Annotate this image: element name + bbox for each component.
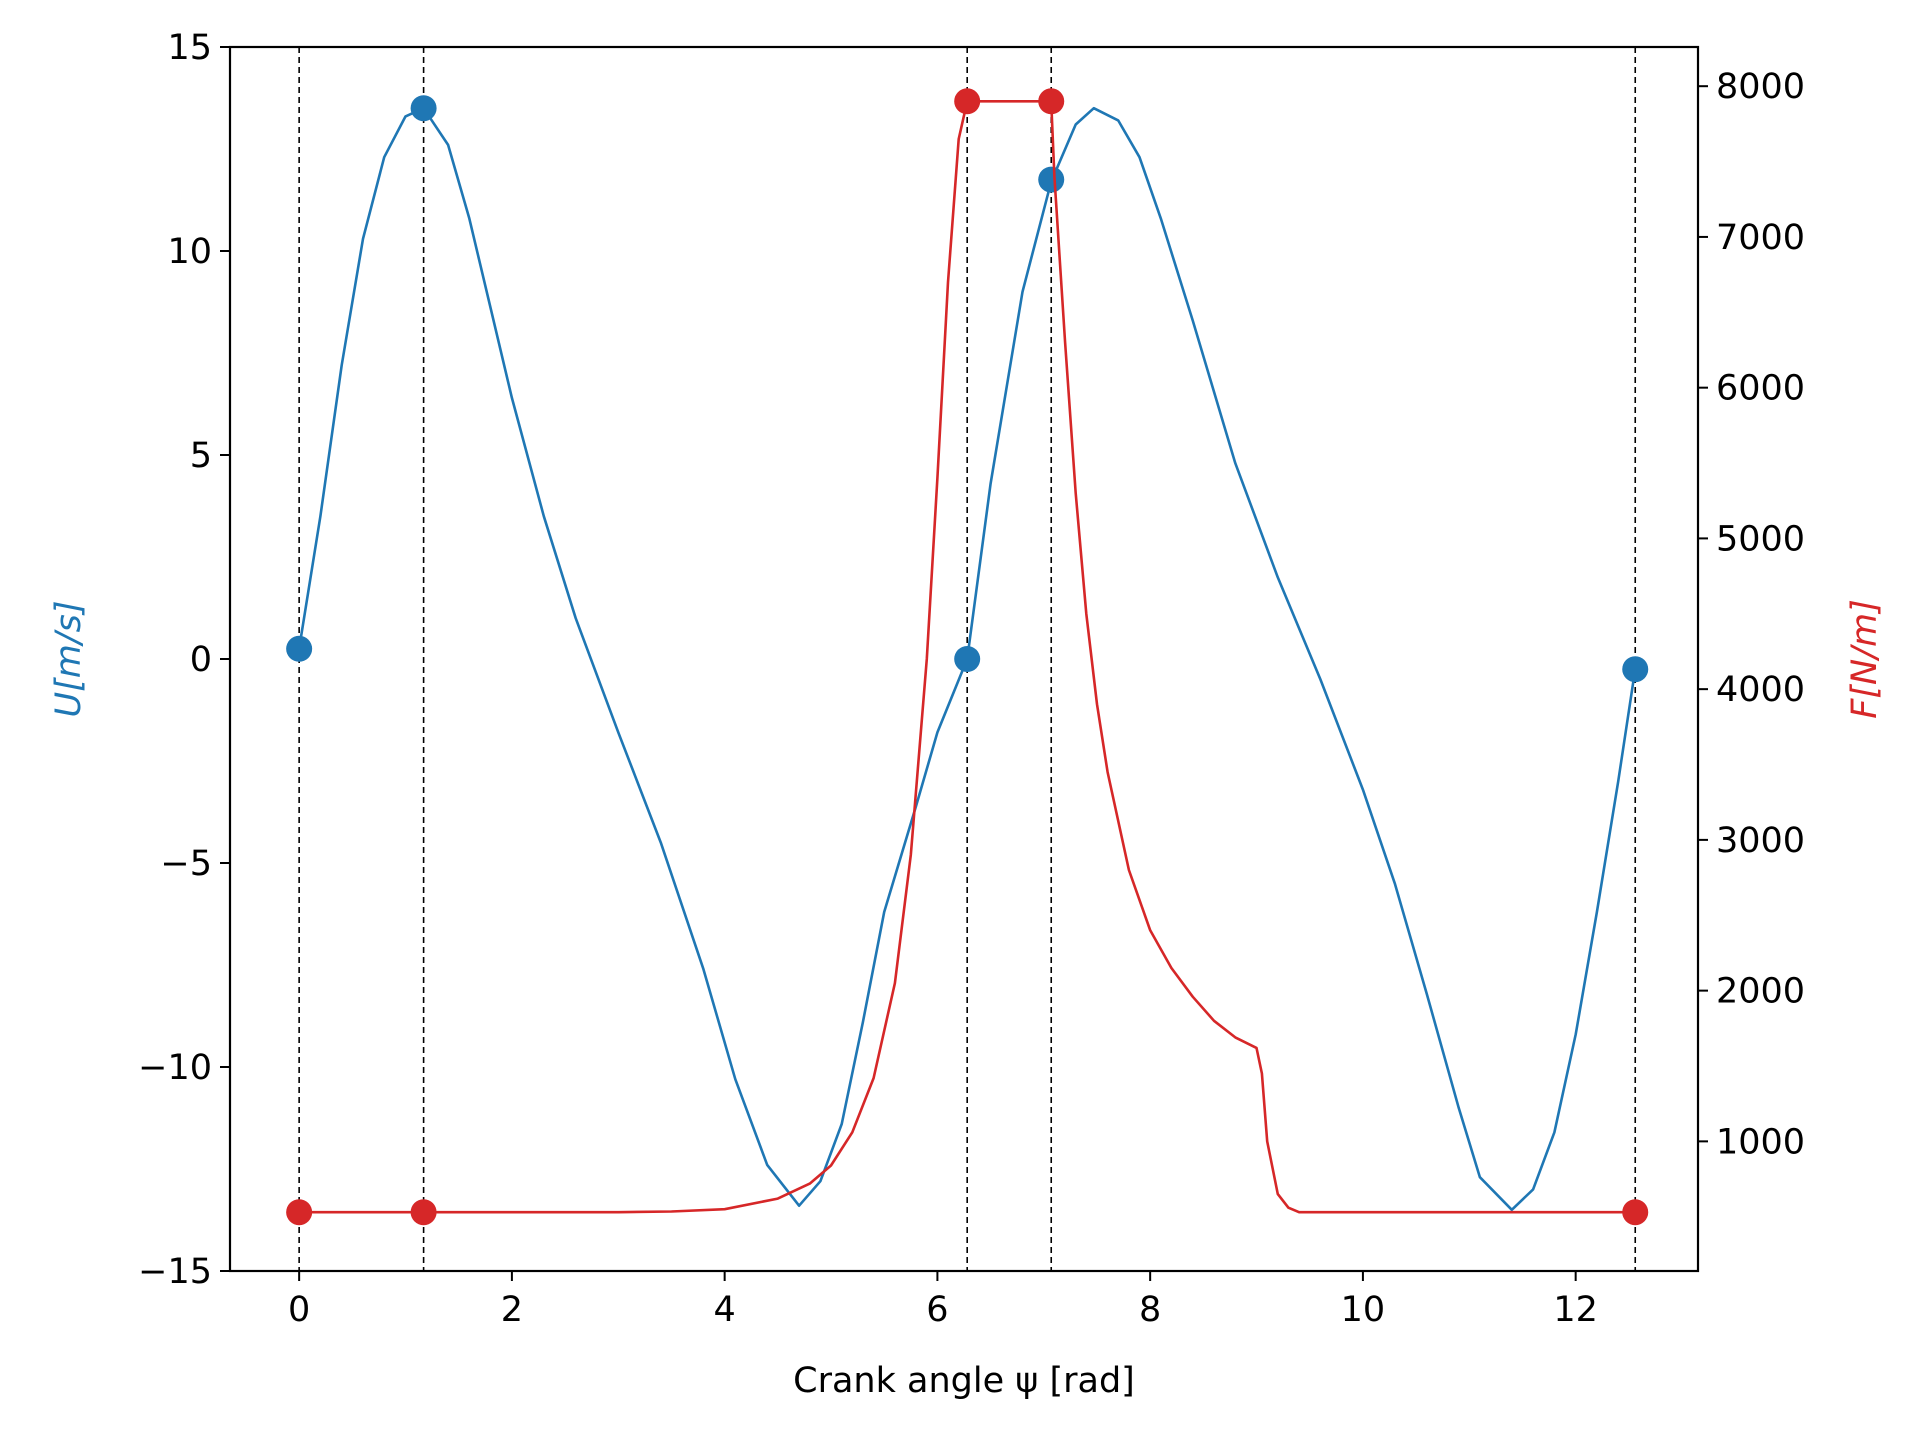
series-left-marker-2 (954, 646, 981, 672)
series-right-marker-4 (1622, 1199, 1649, 1226)
series-left-marker-0 (286, 635, 313, 662)
y-left-tick-label-6: 15 (167, 28, 212, 68)
y-right-tick-label-0: 1000 (1716, 1122, 1805, 1162)
y-right-tick-label-7: 8000 (1716, 67, 1805, 107)
series-right-marker-1 (410, 1199, 437, 1226)
series-right-marker-3 (1038, 88, 1065, 115)
y-left-tick-label-1: −10 (138, 1048, 212, 1088)
y-left-tick-label-4: 5 (190, 436, 212, 476)
y-right-tick-label-4: 5000 (1716, 519, 1805, 559)
y-right-tick-label-5: 6000 (1716, 369, 1805, 409)
x-tick-label-1: 2 (501, 1290, 523, 1330)
series-left-marker-4 (1622, 656, 1649, 683)
y-left-tick-label-2: −5 (160, 844, 212, 884)
y-right-tick-label-2: 3000 (1716, 821, 1805, 861)
x-tick-label-0: 0 (288, 1290, 310, 1330)
y-left-tick-label-3: 0 (190, 640, 212, 680)
x-tick-label-5: 10 (1341, 1290, 1386, 1330)
y-left-tick-label-0: −15 (138, 1252, 212, 1292)
y-left-tick-label-5: 10 (167, 232, 212, 272)
series-right-marker-0 (286, 1199, 313, 1226)
y-right-tick-label-3: 4000 (1716, 670, 1805, 710)
y-right-tick-label-6: 7000 (1716, 218, 1805, 258)
x-tick-label-2: 4 (714, 1290, 736, 1330)
series-left-marker-3 (1038, 166, 1065, 193)
axes: 0 2 4 6 8 10 12 −15 −10 −5 0 5 10 15 1000 2000 3000 4000 5… (138, 28, 1805, 1330)
x-tick-label-3: 6 (926, 1290, 948, 1330)
y-right-tick-label-1: 2000 (1716, 972, 1805, 1012)
series-line-right (297, 100, 1637, 1214)
series-right-marker-2 (954, 88, 981, 115)
y-axis-label-left: U[m/s] (49, 600, 89, 717)
y-axis-label-right: F[N/m] (1845, 599, 1885, 719)
x-tick-label-4: 8 (1139, 1290, 1161, 1330)
series-left-marker-1 (410, 95, 437, 122)
series-line-left (297, 106, 1637, 1212)
plot-area (286, 47, 1649, 1271)
x-axis-label: Crank angle ψ [rad] (793, 1361, 1135, 1401)
x-tick-label-6: 12 (1553, 1290, 1598, 1330)
